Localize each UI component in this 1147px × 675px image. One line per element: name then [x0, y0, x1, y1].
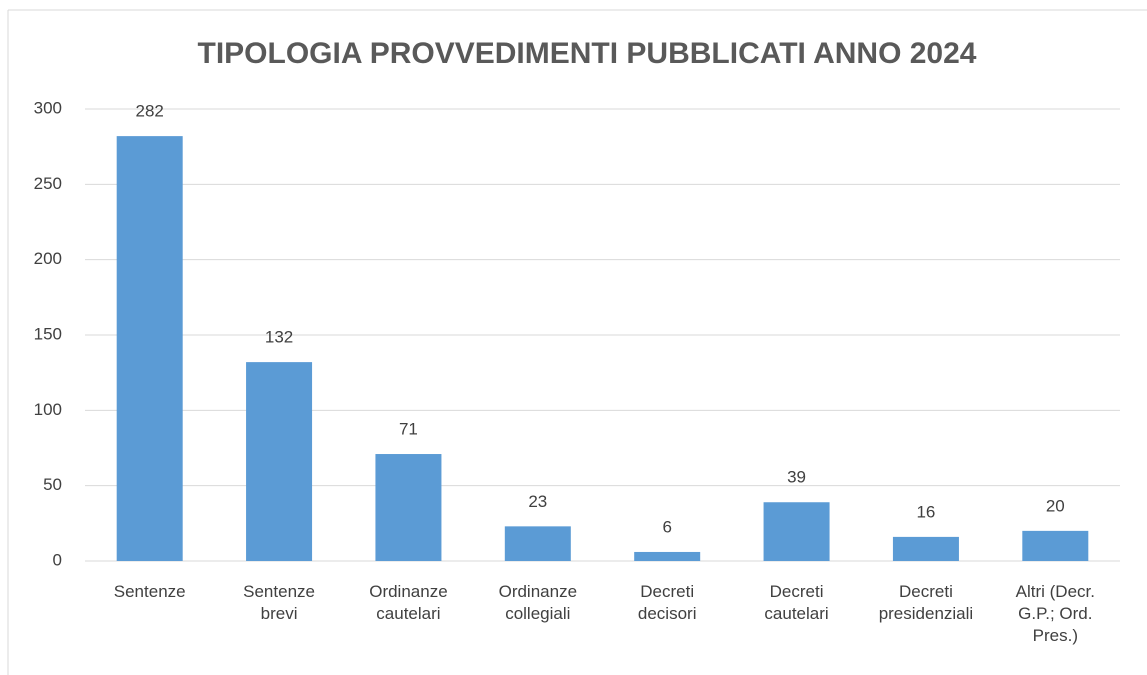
y-tick-label: 300	[34, 98, 62, 117]
y-tick-label: 200	[34, 249, 62, 268]
y-tick-label: 100	[34, 400, 62, 419]
x-tick-label: Sentenze brevi	[243, 582, 315, 623]
bar	[116, 136, 183, 561]
value-label: 16	[916, 502, 935, 521]
x-tick-label: Decreti decisori	[637, 582, 697, 623]
value-label: 39	[787, 468, 806, 487]
x-tick-label: Ordinanze cautelari	[369, 582, 448, 623]
value-label: 23	[528, 492, 547, 511]
y-tick-label: 0	[53, 550, 62, 569]
y-tick-label: 50	[43, 475, 62, 494]
bar	[634, 551, 701, 561]
bar	[1022, 530, 1089, 561]
chart-title: TIPOLOGIA PROVVEDIMENTI PUBBLICATI ANNO …	[198, 37, 977, 70]
x-tick-label: Decreti cautelari	[764, 582, 829, 623]
bar	[246, 362, 313, 561]
x-tick-label: Decreti presidenziali	[878, 582, 974, 623]
y-tick-label: 250	[34, 174, 62, 193]
x-tick-label: Altri (Decr. G.P.; Ord. Pres.)	[1015, 582, 1095, 645]
value-label: 282	[136, 102, 164, 121]
x-tick-label: Ordinanze collegiali	[498, 582, 578, 623]
bar	[504, 526, 571, 561]
value-label: 20	[1046, 496, 1065, 515]
bar	[763, 502, 830, 561]
x-tick-label: Sentenze	[113, 582, 186, 601]
value-label: 6	[662, 517, 671, 536]
bar	[892, 536, 959, 561]
bar	[375, 454, 442, 561]
value-label: 71	[399, 420, 418, 439]
value-label: 132	[265, 328, 293, 347]
y-tick-label: 150	[34, 324, 62, 343]
